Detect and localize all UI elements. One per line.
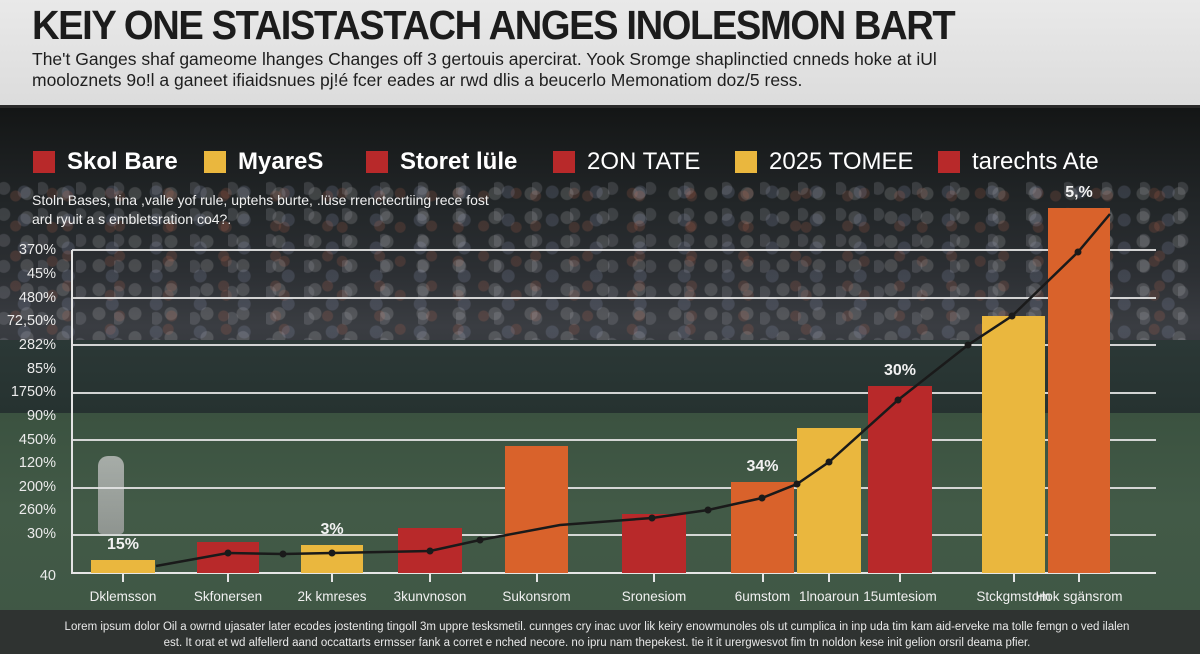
legend-swatch-icon	[204, 151, 226, 173]
x-tick	[1012, 574, 1015, 582]
y-axis	[71, 250, 73, 574]
y-tick-label: 200%	[18, 479, 56, 495]
bar-value-label: 3%	[320, 521, 344, 538]
legend-label: 2025 TOMEE	[769, 148, 914, 175]
bar	[622, 514, 686, 573]
y-tick-label: 40	[39, 568, 56, 584]
bar-value-label: 34%	[746, 458, 779, 475]
bar-value-label: 5,%	[1065, 184, 1093, 201]
y-tick-label: 1750%	[10, 384, 56, 400]
legend-item: Storet lüle	[366, 148, 517, 176]
x-tick	[227, 574, 229, 582]
gridline	[72, 439, 1156, 441]
bar	[1048, 208, 1110, 573]
bar	[91, 560, 155, 573]
bar-value-label: 30%	[883, 362, 917, 379]
x-tick	[1078, 574, 1080, 582]
footer	[0, 610, 1200, 654]
bar	[982, 316, 1045, 573]
legend-item: Skol Bare	[33, 148, 178, 176]
legend-swatch-icon	[33, 151, 55, 173]
legend-item: 2025 TOMEE	[735, 148, 914, 176]
y-tick-label: 45%	[26, 266, 56, 282]
legend-swatch-icon	[938, 151, 960, 173]
x-tick	[331, 574, 333, 582]
gridline	[72, 249, 1156, 251]
x-tick	[653, 574, 655, 582]
x-tick	[828, 574, 830, 582]
x-tick-label: Stckgmstom	[976, 589, 1051, 604]
legend-swatch-icon	[735, 151, 757, 173]
header: KEIY ONE STAISTASTACH ANGES INOLESMON BA…	[0, 0, 1200, 108]
bar-value-label: 15%	[106, 536, 140, 553]
y-tick-label: 450%	[18, 432, 56, 448]
x-tick	[429, 574, 431, 582]
legend-label: tarechts Ate	[972, 148, 1099, 175]
chart-description: Stoln Bases, tina ,valle yof rule, upteh…	[32, 192, 489, 227]
x-tick-label: Hok sgänsrom	[1035, 589, 1123, 604]
page-subtitle: The't Ganges shaf gameome lhanges Change…	[32, 49, 937, 90]
legend-label: Skol Bare	[67, 148, 178, 175]
x-tick-label: Sukonsrom	[502, 589, 571, 604]
legend-label: MyareS	[238, 148, 324, 175]
x-tick-label: Skfonersen	[193, 589, 263, 604]
x-tick-label: Dklemsson	[89, 589, 157, 604]
y-tick-label: 72,50%	[6, 313, 56, 329]
legend-item: MyareS	[204, 148, 323, 176]
bar	[797, 428, 861, 573]
y-tick-label: 282%	[18, 337, 56, 353]
footer-text: Lorem ipsum dolor Oil a owrnd ujasater l…	[64, 621, 1130, 649]
x-tick-label: 6umstom	[734, 589, 791, 604]
legend-item: tarechts Ate	[938, 148, 1099, 176]
legend-swatch-icon	[366, 151, 388, 173]
gridline	[72, 534, 1156, 536]
x-tick-label: Sronesiom	[621, 589, 687, 604]
y-tick-label: 480%	[18, 290, 56, 306]
legend-label: Storet lüle	[400, 148, 518, 175]
y-tick-label: 260%	[18, 502, 56, 518]
player-figure	[98, 456, 124, 534]
x-axis	[72, 572, 1156, 574]
y-tick-label: 370%	[18, 242, 56, 258]
x-tick	[535, 574, 538, 582]
legend-label: 2ON TATE	[587, 148, 701, 175]
y-tick-label: 90%	[26, 408, 56, 424]
bar	[505, 446, 568, 573]
gridline	[72, 392, 1156, 394]
x-tick	[122, 574, 124, 582]
gridline	[72, 297, 1156, 299]
x-tick	[761, 574, 764, 582]
page-title: KEIY ONE STAISTASTACH ANGES INOLESMON BA…	[32, 2, 956, 48]
x-tick	[899, 574, 901, 582]
x-tick-label: 3kunvnoson	[393, 589, 467, 604]
legend-item: 2ON TATE	[553, 148, 700, 176]
gridline	[72, 487, 1156, 489]
gridline	[72, 344, 1156, 346]
legend-swatch-icon	[553, 151, 575, 173]
y-tick-label: 30%	[26, 526, 56, 542]
x-tick-label: 1lnoaroun	[798, 589, 860, 604]
y-tick-label: 85%	[26, 361, 56, 377]
chart-legend: Skol Bare MyareS Storet lüle 2ON TATE 20…	[0, 148, 1200, 178]
x-tick-label: 15umtesiom	[863, 589, 937, 604]
y-tick-label: 120%	[18, 455, 56, 471]
x-tick-label: 2k kmreses	[297, 589, 367, 604]
